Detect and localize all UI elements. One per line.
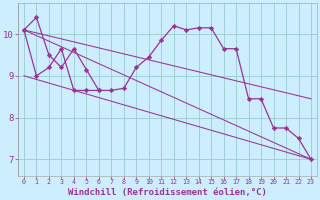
- X-axis label: Windchill (Refroidissement éolien,°C): Windchill (Refroidissement éolien,°C): [68, 188, 267, 197]
